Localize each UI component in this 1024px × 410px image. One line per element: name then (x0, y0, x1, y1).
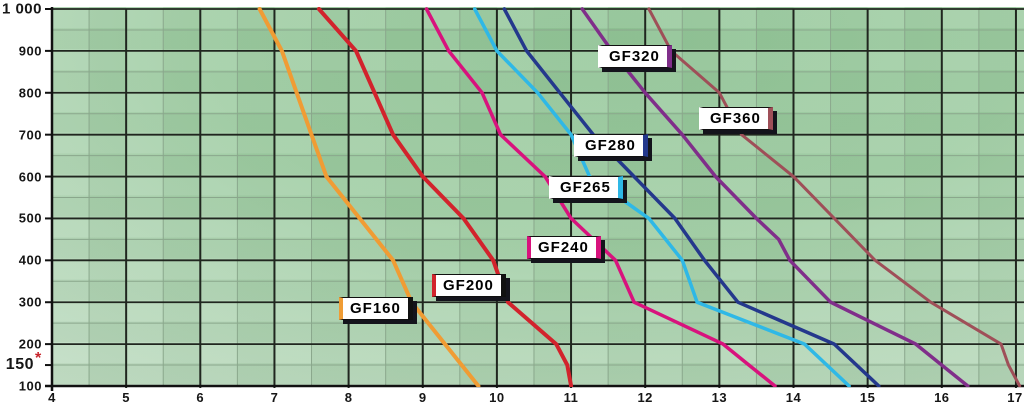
x-tick-label-13: 13 (711, 390, 728, 405)
x-tick-label-11: 11 (563, 390, 579, 405)
x-tick-label-10: 10 (489, 390, 505, 405)
curve-label-gf160: GF160 (339, 297, 413, 320)
curve-label-gf265: GF265 (549, 176, 623, 199)
y-tick-label-1000: 1 000 (1, 0, 42, 18)
y-tick-label-200: 200 (18, 336, 42, 352)
x-tick-label-12: 12 (637, 390, 653, 405)
curve-label-gf240: GF240 (527, 236, 601, 259)
curve-label-gf200: GF200 (432, 274, 506, 297)
x-tick-label-4: 4 (48, 390, 56, 405)
curve-label-gf320: GF320 (598, 45, 672, 68)
x-tick-label-6: 6 (196, 390, 205, 405)
y-tick-label-150: 150 (5, 356, 34, 374)
y-axis-star-annotation: * (35, 350, 42, 367)
y-tick-label-500: 500 (18, 210, 42, 226)
y-tick-label-800: 800 (18, 85, 42, 101)
curve-label-gf280: GF280 (574, 134, 648, 157)
y-tick-label-700: 700 (18, 127, 42, 143)
x-tick-label-17: 17 (1007, 390, 1023, 405)
y-tick-label-900: 900 (18, 43, 42, 59)
x-tick-label-14: 14 (785, 390, 802, 405)
y-tick-label-100: 100 (18, 378, 42, 394)
y-tick-label-300: 300 (18, 294, 42, 310)
x-tick-label-15: 15 (859, 390, 876, 405)
x-tick-label-9: 9 (418, 390, 427, 405)
x-tick-label-16: 16 (934, 390, 950, 405)
y-tick-label-400: 400 (18, 252, 42, 268)
curve-label-gf360: GF360 (699, 107, 773, 130)
y-tick-label-600: 600 (18, 169, 42, 185)
x-tick-label-7: 7 (270, 390, 279, 405)
x-tick-label-8: 8 (344, 390, 353, 405)
x-tick-label-5: 5 (122, 390, 131, 405)
plot-area (52, 7, 1024, 386)
